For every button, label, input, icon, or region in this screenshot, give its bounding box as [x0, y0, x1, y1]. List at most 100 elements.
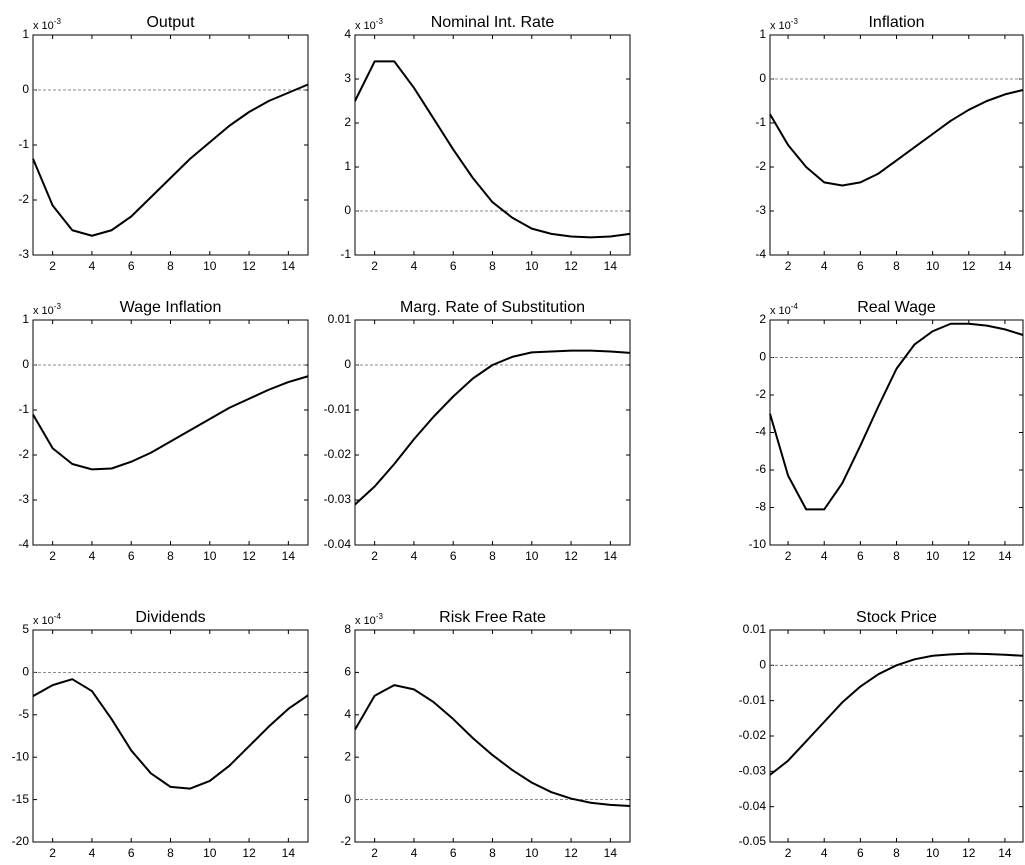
- y-tick-label: 2: [344, 115, 351, 129]
- x-tick-label: 6: [857, 259, 864, 273]
- y-tick-label: -0.02: [739, 728, 767, 742]
- x-tick-label: 4: [821, 259, 828, 273]
- y-tick-label: -2: [755, 159, 766, 173]
- x-tick-label: 2: [371, 259, 378, 273]
- y-tick-label: -3: [18, 247, 29, 261]
- y-tick-label: 8: [344, 622, 351, 636]
- x-tick-label: 12: [564, 259, 578, 273]
- y-tick-label: -4: [755, 425, 766, 439]
- x-tick-label: 6: [857, 549, 864, 563]
- scale-base: x 10: [770, 20, 791, 32]
- y-tick-label: 0: [22, 82, 29, 96]
- y-tick-label: -1: [340, 247, 351, 261]
- x-tick-label: 14: [998, 259, 1012, 273]
- subplot-title: Wage Inflation: [120, 299, 222, 316]
- x-tick-label: 8: [893, 259, 900, 273]
- x-tick-label: 2: [49, 259, 56, 273]
- y-tick-label: -0.02: [324, 447, 352, 461]
- x-tick-label: 4: [821, 846, 828, 860]
- x-tick-label: 8: [167, 259, 174, 273]
- y-tick-label: 0.01: [743, 622, 767, 636]
- y-tick-label: 0: [22, 357, 29, 371]
- y-tick-label: -0.04: [739, 799, 767, 813]
- subplot: Dividends x 10-4 -20 -15 -10 -5 0 5 2 4 6 8 10 12 14: [12, 609, 309, 860]
- y-tick-label: -2: [755, 387, 766, 401]
- x-tick-label: 8: [167, 846, 174, 860]
- x-tick-label: 4: [411, 549, 418, 563]
- y-tick-label: -10: [749, 537, 767, 551]
- x-tick-label: 8: [167, 549, 174, 563]
- y-tick-label: -8: [755, 500, 766, 514]
- y-tick-label: -10: [12, 749, 30, 763]
- y-tick-label: 4: [344, 707, 351, 721]
- plot-area: [769, 34, 1024, 256]
- y-tick-label: -1: [18, 402, 29, 416]
- x-tick-label: 2: [371, 549, 378, 563]
- y-tick-label: -4: [755, 247, 766, 261]
- x-tick-label: 6: [128, 846, 135, 860]
- scale-base: x 10: [355, 615, 376, 627]
- x-tick-label: 12: [962, 549, 976, 563]
- x-tick-label: 6: [857, 846, 864, 860]
- x-tick-label: 2: [49, 549, 56, 563]
- scale-label: x 10-3: [355, 17, 383, 32]
- y-tick-label: 0: [344, 203, 351, 217]
- x-tick-label: 12: [962, 259, 976, 273]
- x-tick-label: 10: [203, 259, 217, 273]
- subplot-title: Risk Free Rate: [439, 609, 546, 626]
- scale-base: x 10: [33, 305, 54, 317]
- x-tick-label: 10: [203, 846, 217, 860]
- x-tick-label: 14: [998, 846, 1012, 860]
- line-series: [32, 83, 309, 237]
- subplot-title: Output: [146, 14, 195, 31]
- x-tick-label: 14: [604, 259, 618, 273]
- scale-label: x 10-3: [355, 612, 383, 627]
- y-tick-label: -5: [18, 707, 29, 721]
- y-tick-label: -15: [12, 792, 30, 806]
- scale-power: -3: [376, 17, 384, 26]
- x-tick-label: 6: [128, 549, 135, 563]
- x-tick-label: 6: [450, 259, 457, 273]
- plot-area: [354, 319, 631, 546]
- scale-label: x 10-4: [770, 302, 798, 317]
- x-tick-label: 10: [926, 549, 940, 563]
- y-tick-label: 0: [22, 665, 29, 679]
- y-tick-label: 2: [759, 312, 766, 326]
- x-tick-label: 6: [450, 549, 457, 563]
- line-series: [354, 60, 631, 239]
- x-tick-label: 12: [242, 846, 256, 860]
- y-tick-label: 0: [759, 350, 766, 364]
- y-tick-label: -0.04: [324, 537, 352, 551]
- x-tick-label: 4: [89, 549, 96, 563]
- line-series: [769, 89, 1024, 187]
- x-tick-label: 12: [564, 846, 578, 860]
- x-tick-label: 2: [371, 846, 378, 860]
- scale-label: x 10-3: [33, 302, 61, 317]
- x-tick-label: 4: [89, 846, 96, 860]
- y-tick-label: -0.01: [739, 693, 767, 707]
- scale-power: -4: [54, 612, 62, 621]
- scale-label: x 10-4: [33, 612, 61, 627]
- y-tick-label: -20: [12, 834, 30, 848]
- subplot: Stock Price -0.05 -0.04 -0.03 -0.02 -0.01 0 0.0…: [739, 609, 1024, 860]
- y-tick-label: 0: [759, 71, 766, 85]
- x-tick-label: 10: [525, 259, 539, 273]
- subplot: Marg. Rate of Substitution -0.04 -0.03 -0.0…: [324, 299, 631, 563]
- y-tick-label: -0.03: [739, 764, 767, 778]
- plot-area: [769, 629, 1024, 843]
- x-tick-label: 12: [242, 259, 256, 273]
- x-tick-label: 14: [282, 549, 296, 563]
- line-series: [32, 678, 309, 790]
- x-tick-label: 12: [962, 846, 976, 860]
- y-tick-label: 6: [344, 665, 351, 679]
- line-series: [32, 375, 309, 471]
- subplot-title: Stock Price: [856, 609, 937, 626]
- x-tick-label: 14: [282, 846, 296, 860]
- scale-power: -3: [376, 612, 384, 621]
- y-tick-label: 1: [759, 27, 766, 41]
